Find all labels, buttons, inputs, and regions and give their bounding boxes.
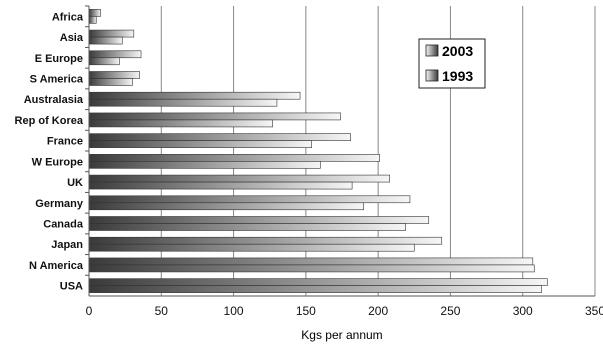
legend-label-1993: 1993 (442, 68, 473, 84)
bar-germany-1993 (88, 202, 364, 211)
bar-canada-2003 (88, 216, 430, 224)
category-label-japan: Japan (51, 239, 83, 251)
category-label-s-america: S America (30, 74, 84, 86)
grid-lines (160, 6, 596, 296)
x-axis-label: Kgs per annum (301, 328, 382, 342)
bar-uk-2003 (88, 174, 391, 183)
x-tick-label-100: 100 (224, 304, 244, 318)
bar-asia-2003 (88, 29, 135, 38)
bar-germany-2003 (88, 195, 411, 204)
x-tick-label-50: 50 (155, 304, 169, 318)
legend: 2003 1993 (418, 38, 486, 89)
bar-w-europe-1993 (88, 161, 321, 169)
bar-n-america-1993 (88, 264, 535, 273)
category-label-w-europe: W Europe (32, 156, 83, 168)
bar-uk-1993 (88, 181, 353, 190)
x-tick-label-200: 200 (368, 304, 388, 318)
category-label-france: France (47, 136, 83, 148)
bars (88, 9, 548, 293)
axes (85, 5, 595, 297)
bar-s-america-2003 (88, 71, 140, 79)
bar-n-america-2003 (88, 257, 534, 266)
bar-australasia-1993 (88, 98, 278, 107)
bar-rep-of-korea-1993 (88, 119, 273, 128)
bar-africa-1993 (88, 16, 97, 24)
bar-e-europe-2003 (88, 50, 142, 59)
category-label-uk: UK (67, 177, 83, 189)
category-label-n-america: N America (29, 260, 84, 272)
category-labels: Africa Asia E Europe S America Australasia Re… (15, 11, 84, 292)
bar-rep-of-korea-2003 (88, 112, 341, 121)
bar-canada-1993 (88, 223, 406, 231)
category-label-canada: Canada (43, 219, 84, 231)
category-label-usa: USA (60, 281, 83, 293)
bar-usa-2003 (88, 278, 548, 286)
x-tick-labels: 0 50 100 150 200 250 300 350 (86, 304, 603, 318)
category-label-e-europe: E Europe (35, 53, 83, 65)
x-tick-label-0: 0 (86, 304, 93, 318)
legend-swatch-2003 (425, 44, 439, 57)
category-label-asia: Asia (60, 32, 84, 44)
bar-france-1993 (88, 140, 312, 148)
x-tick-label-300: 300 (513, 304, 533, 318)
category-label-rep-of-korea: Rep of Korea (15, 115, 84, 127)
category-label-australasia: Australasia (24, 94, 84, 106)
legend-swatch-1993 (425, 69, 439, 82)
legend-label-2003: 2003 (442, 43, 473, 59)
x-tick-label-250: 250 (440, 304, 460, 318)
x-tick-label-150: 150 (296, 304, 316, 318)
bar-w-europe-2003 (88, 154, 380, 162)
x-tick-label-350: 350 (585, 304, 603, 318)
bar-e-europe-1993 (88, 57, 120, 66)
bar-france-2003 (88, 133, 351, 141)
bar-asia-1993 (88, 36, 123, 45)
bar-japan-2003 (88, 236, 443, 245)
bar-s-america-1993 (88, 78, 133, 86)
category-label-germany: Germany (35, 198, 84, 210)
bar-australasia-2003 (88, 91, 301, 100)
category-label-africa: Africa (52, 11, 84, 23)
bar-usa-1993 (88, 285, 542, 293)
bar-japan-1993 (88, 243, 415, 252)
bar-africa-2003 (88, 9, 101, 17)
